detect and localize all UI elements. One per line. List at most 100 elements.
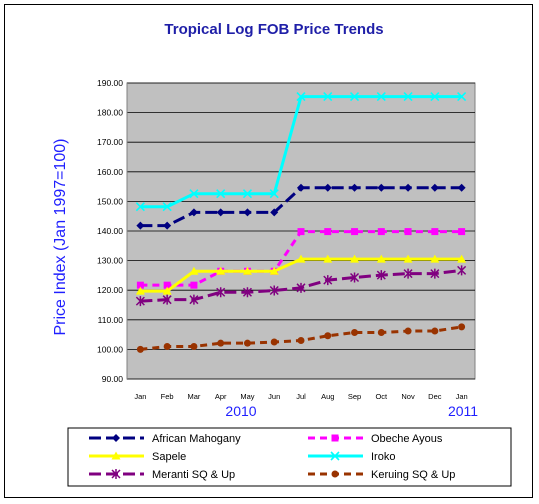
data-point	[242, 266, 252, 275]
data-point	[323, 92, 333, 102]
series-african-mahogany	[136, 183, 466, 230]
x-tick-label: Aug	[321, 392, 334, 401]
data-point	[136, 345, 144, 353]
data-point	[189, 294, 199, 305]
data-point	[349, 92, 360, 102]
y-tick-label: 150.00	[97, 196, 123, 206]
legend-item-iroko: Iroko	[308, 451, 395, 463]
data-point	[324, 228, 332, 236]
data-point	[269, 189, 279, 199]
data-point	[135, 202, 145, 212]
legend-marker	[111, 451, 121, 460]
data-point	[351, 228, 359, 236]
data-point	[458, 228, 466, 236]
data-point	[217, 339, 225, 347]
data-point	[323, 275, 333, 286]
data-point	[242, 287, 252, 298]
y-axis: 90.00 100.00 110.00 120.00 130.00 140.00 150.0…	[97, 78, 128, 384]
data-point	[162, 202, 172, 212]
y-tick-label: 160.00	[97, 167, 123, 177]
x-tick-label: Apr	[215, 392, 227, 401]
data-point	[216, 287, 226, 298]
chart-title: Tropical Log FOB Price Trends	[164, 21, 383, 38]
legend-marker	[111, 469, 121, 479]
data-point	[270, 208, 279, 217]
legend-marker	[330, 451, 340, 461]
legend-label: Obeche Ayous	[371, 433, 443, 445]
series-keruing-sq-up	[136, 323, 466, 353]
data-point	[189, 208, 198, 217]
data-point	[457, 92, 467, 102]
data-point	[457, 183, 466, 192]
chart-frame: Tropical Log FOB Price Trends 90.00 100.0…	[4, 4, 533, 498]
x-tick-label: Dec	[428, 392, 442, 401]
data-point	[190, 281, 198, 289]
legend-label: Sapele	[152, 451, 186, 463]
data-point	[457, 265, 467, 276]
data-point	[323, 254, 333, 263]
legend-item-meranti-sq-up: Meranti SQ & Up	[89, 469, 235, 481]
y-tick-label: 140.00	[97, 226, 123, 236]
x-tick-label: Mar	[187, 392, 200, 401]
data-point	[190, 342, 198, 350]
data-point	[377, 329, 385, 337]
x-tick-label: Jan	[456, 392, 468, 401]
data-point	[323, 183, 332, 192]
legend-item-african-mahogany: African Mahogany	[89, 433, 241, 445]
data-point	[270, 338, 278, 346]
data-point	[242, 189, 253, 199]
data-point	[297, 183, 305, 192]
x-tick-label: Nov	[401, 392, 415, 401]
data-point	[243, 208, 252, 217]
series-iroko	[135, 92, 467, 212]
data-point	[135, 286, 145, 295]
data-point	[430, 254, 440, 263]
data-point	[189, 189, 199, 199]
data-point	[136, 281, 144, 289]
legend-item-keruing-sq-up: Keruing SQ & Up	[308, 469, 455, 481]
year-label-2010: 2010	[225, 403, 256, 419]
y-tick-label: 100.00	[97, 344, 123, 354]
data-point	[297, 228, 305, 236]
series-meranti-sq-up	[135, 265, 467, 307]
data-point	[404, 183, 413, 192]
data-point	[162, 294, 172, 305]
legend: African Mahogany Obeche Ayous Sapele Iroko M…	[67, 427, 512, 487]
data-point	[431, 327, 439, 335]
data-point	[296, 282, 306, 293]
data-point	[377, 183, 386, 192]
data-point	[163, 342, 171, 350]
data-point	[296, 92, 306, 102]
y-tick-label: 90.00	[102, 374, 124, 384]
x-tick-label: Jun	[268, 392, 280, 401]
data-point	[350, 183, 359, 192]
data-point	[163, 221, 172, 230]
x-tick-label: Jan	[134, 392, 146, 401]
y-tick-label: 190.00	[97, 78, 123, 88]
x-tick-label: Feb	[161, 392, 174, 401]
y-tick-label: 180.00	[97, 108, 123, 118]
legend-label: Keruing SQ & Up	[371, 469, 455, 481]
data-point	[216, 266, 226, 275]
data-point	[216, 189, 226, 199]
data-point	[324, 332, 332, 340]
x-axis: Jan Feb Mar Apr May Jun Jul Aug Sep Oct Nov Dec Jan	[134, 392, 467, 401]
data-point	[189, 266, 199, 275]
x-tick-label: Oct	[375, 392, 388, 401]
chart-canvas: Tropical Log FOB Price Trends 90.00 100.0…	[52, 21, 512, 487]
data-point	[162, 286, 172, 295]
data-point	[376, 270, 386, 281]
data-point	[297, 337, 305, 345]
legend-marker	[112, 434, 120, 442]
data-point	[163, 281, 171, 289]
data-point	[136, 221, 145, 230]
data-point	[350, 254, 360, 263]
data-point	[216, 208, 225, 217]
legend-label: Meranti SQ & Up	[152, 469, 235, 481]
data-point	[403, 92, 413, 102]
series-layer	[135, 92, 467, 353]
data-point	[403, 268, 413, 279]
x-tick-label: May	[240, 392, 254, 401]
data-point	[351, 329, 359, 337]
y-tick-label: 130.00	[97, 256, 123, 266]
